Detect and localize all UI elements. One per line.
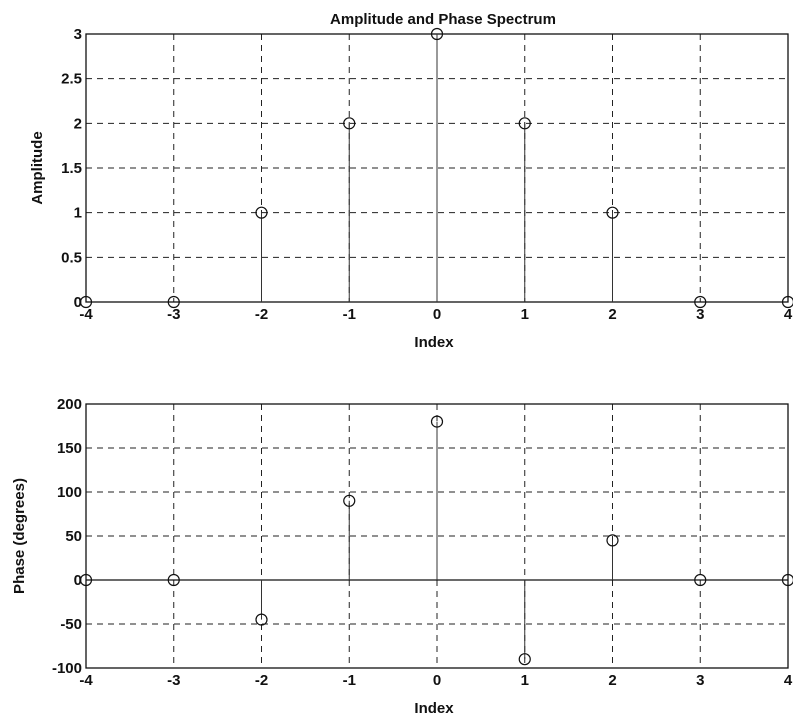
y-tick-label: 200 [57, 396, 82, 413]
x-tick-label: 2 [608, 672, 616, 689]
y-tick-label: 100 [57, 484, 82, 501]
plot-frame [85, 403, 789, 669]
y-tick-label: 0 [74, 572, 82, 589]
x-tick-label: -4 [79, 306, 93, 323]
data-point-marker [255, 206, 268, 219]
y-tick-label: 150 [57, 440, 82, 457]
x-tick-label: 3 [696, 672, 704, 689]
data-point-marker [343, 117, 356, 130]
data-point-marker [606, 206, 619, 219]
y-tick-label: 1 [74, 205, 82, 222]
chart-title: Amplitude and Phase Spectrum [330, 11, 556, 28]
data-point-marker [606, 534, 619, 547]
data-point-marker [781, 573, 793, 587]
x-tick-label: 3 [696, 306, 704, 323]
x-tick-label: -1 [343, 672, 356, 689]
x-tick-label: -3 [167, 306, 180, 323]
y-axis-label: Amplitude [29, 131, 46, 204]
y-tick-label: 3 [74, 26, 82, 43]
x-tick-label: -3 [167, 672, 180, 689]
amplitude-plot: -4 -3 -2 -1 0 1 2 3 4 0 0.5 1 1.5 2 2.5 3 Index Amplitude… [29, 11, 793, 351]
y-tick-label: 1.5 [61, 160, 82, 177]
data-point-marker [343, 494, 356, 507]
y-tick-label: -50 [60, 616, 82, 633]
data-point-marker [430, 27, 444, 41]
data-point-marker [167, 573, 180, 587]
data-point-marker [79, 573, 93, 587]
y-tick-label: 0 [74, 294, 82, 311]
y-tick-label: 0.5 [61, 249, 82, 266]
data-point-marker [255, 613, 268, 626]
x-tick-label: 2 [608, 306, 616, 323]
x-tick-label: -2 [255, 672, 268, 689]
data-point-marker [694, 295, 707, 309]
data-point-marker [781, 295, 793, 309]
data-point-marker [167, 295, 180, 309]
x-tick-label: 0 [433, 672, 441, 689]
phase-plot: -4 -3 -2 -1 0 1 2 3 4 -100 -50 0 50 100 150 200 Index Pha… [11, 396, 793, 717]
data-point-marker [518, 117, 531, 130]
x-tick-label: -2 [255, 306, 268, 323]
data-point-marker [79, 295, 93, 309]
y-axis-label: Phase (degrees) [11, 478, 28, 594]
x-axis-label: Index [414, 700, 454, 717]
y-tick-label: 2.5 [61, 71, 82, 88]
x-tick-label: 4 [784, 306, 793, 323]
y-tick-label: 50 [65, 528, 82, 545]
x-tick-label: 4 [784, 672, 793, 689]
x-tick-label: 1 [521, 306, 529, 323]
x-tick-label: -1 [343, 306, 356, 323]
x-tick-label: 0 [433, 306, 441, 323]
y-tick-label: -100 [52, 660, 82, 677]
data-point-marker [430, 415, 444, 428]
x-tick-label: -4 [79, 672, 93, 689]
y-tick-label: 2 [74, 115, 82, 132]
data-point-marker [518, 653, 531, 666]
data-point-marker [694, 573, 707, 587]
x-tick-label: 1 [521, 672, 529, 689]
x-axis-label: Index [414, 334, 454, 351]
